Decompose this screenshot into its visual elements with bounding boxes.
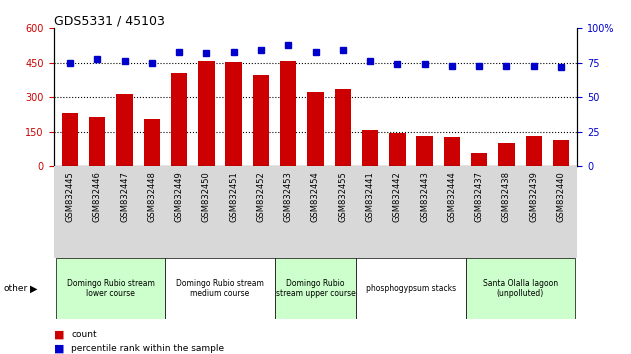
Bar <box>171 73 187 166</box>
Text: GDS5331 / 45103: GDS5331 / 45103 <box>54 14 165 27</box>
Bar <box>198 61 215 166</box>
Text: GSM832440: GSM832440 <box>557 171 565 222</box>
Bar <box>357 258 466 319</box>
Text: other: other <box>3 284 27 293</box>
Bar <box>416 136 433 166</box>
Text: Domingo Rubio
stream upper course: Domingo Rubio stream upper course <box>276 279 355 298</box>
Text: ■: ■ <box>54 344 64 354</box>
Text: GSM832453: GSM832453 <box>284 171 293 222</box>
Text: count: count <box>71 330 97 339</box>
Text: GSM832439: GSM832439 <box>529 171 538 222</box>
Bar <box>56 258 165 319</box>
Bar <box>280 61 297 166</box>
Text: GSM832449: GSM832449 <box>175 171 184 222</box>
Text: GSM832437: GSM832437 <box>475 171 484 222</box>
Text: percentile rank within the sample: percentile rank within the sample <box>71 344 225 353</box>
Text: GSM832451: GSM832451 <box>229 171 238 222</box>
Bar <box>526 136 542 166</box>
Text: GSM832452: GSM832452 <box>256 171 266 222</box>
Text: GSM832442: GSM832442 <box>393 171 402 222</box>
Bar <box>553 140 569 166</box>
Bar <box>116 94 133 166</box>
Text: GSM832455: GSM832455 <box>338 171 347 222</box>
Text: ■: ■ <box>54 330 64 339</box>
Bar <box>466 258 575 319</box>
Bar <box>274 258 357 319</box>
Text: GSM832448: GSM832448 <box>147 171 156 222</box>
Text: GSM832444: GSM832444 <box>447 171 456 222</box>
Text: Domingo Rubio stream
medium course: Domingo Rubio stream medium course <box>176 279 264 298</box>
Text: GSM832438: GSM832438 <box>502 171 511 222</box>
Text: GSM832447: GSM832447 <box>120 171 129 222</box>
Bar <box>165 258 274 319</box>
Bar <box>334 89 351 166</box>
Text: GSM832446: GSM832446 <box>93 171 102 222</box>
Text: GSM832450: GSM832450 <box>202 171 211 222</box>
Bar <box>362 130 378 166</box>
Text: phosphogypsum stacks: phosphogypsum stacks <box>366 284 456 293</box>
Bar <box>471 153 487 166</box>
Bar <box>225 62 242 166</box>
Text: GSM832443: GSM832443 <box>420 171 429 222</box>
Text: GSM832441: GSM832441 <box>365 171 375 222</box>
Bar <box>498 143 515 166</box>
Text: Santa Olalla lagoon
(unpolluted): Santa Olalla lagoon (unpolluted) <box>483 279 558 298</box>
Text: ▶: ▶ <box>30 284 38 293</box>
Bar <box>144 119 160 166</box>
Bar <box>62 113 78 166</box>
Bar <box>389 133 406 166</box>
Text: GSM832445: GSM832445 <box>66 171 74 222</box>
Text: Domingo Rubio stream
lower course: Domingo Rubio stream lower course <box>67 279 155 298</box>
Bar <box>253 75 269 166</box>
Bar <box>444 137 460 166</box>
Bar <box>89 117 105 166</box>
Bar <box>307 92 324 166</box>
Text: GSM832454: GSM832454 <box>311 171 320 222</box>
